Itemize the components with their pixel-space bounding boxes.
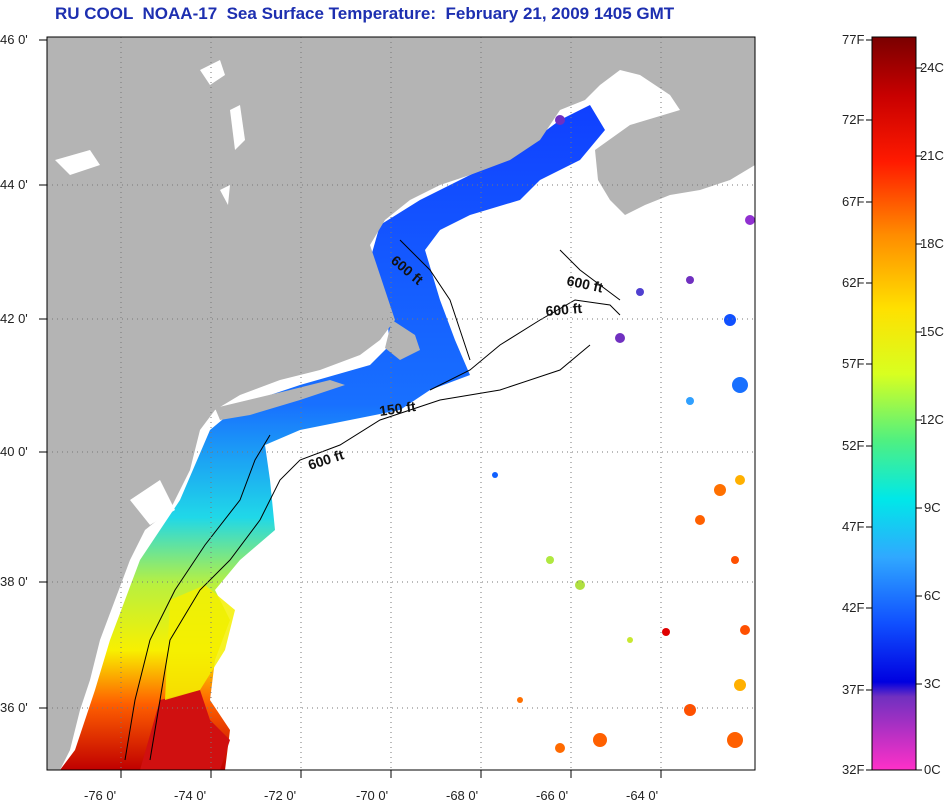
chart-title: RU COOL NOAA-17 Sea Surface Temperature:… [55,4,675,23]
colorbar-c-label: 6C [924,588,941,603]
map-frame [46,36,756,771]
sst-warm-core [140,690,230,770]
colorbar-c-label: 15C [920,324,944,339]
colorbar-f-label: 72F [842,112,864,127]
colorbar-celsius-labels: 24C 21C 18C 15C 12C 9C 6C 3C 0C [920,60,944,777]
sst-yellow-zone [165,585,235,700]
colorbar-f-label: 52F [842,438,864,453]
lon-tick-label: -70 0' [356,788,388,803]
colorbar-c-label: 0C [924,762,941,777]
colorbar-f-label: 77F [842,32,864,47]
lat-tick-label: 38 0' [0,574,28,589]
map-area: 600 ft 600 ft 600 ft 150 ft 600 ft [47,37,755,770]
colorbar-c-label: 21C [920,148,944,163]
lon-tick-label: -68 0' [446,788,478,803]
lon-tick-label: -66 0' [536,788,568,803]
lat-tick-label: 42 0' [0,311,28,326]
colorbar-c-label: 24C [920,60,944,75]
contour-label: 600 ft [545,300,583,319]
colorbar-f-label: 37F [842,682,864,697]
colorbar-fahrenheit-labels: 77F 72F 67F 62F 57F 52F 47F 42F 37F 32F [842,32,864,777]
lat-tick-label: 36 0' [0,700,28,715]
contour-label: 600 ft [565,272,604,295]
lon-tick-label: -76 0' [84,788,116,803]
colorbar-ticks [866,39,922,771]
lat-tick-label: 46 0' [0,32,28,47]
colorbar-c-label: 12C [920,412,944,427]
lon-tick-label: -74 0' [174,788,206,803]
colorbar-c-label: 9C [924,500,941,515]
colorbar-c-label: 18C [920,236,944,251]
colorbar-f-label: 47F [842,519,864,534]
lon-tick-label: -72 0' [264,788,296,803]
colorbar-f-label: 57F [842,356,864,371]
lon-tick-label: -64 0' [626,788,658,803]
longitude-labels: -76 0' -74 0' -72 0' -70 0' -68 0' -66 0… [84,788,658,803]
contour-label: 150 ft [378,398,417,419]
colorbar-ramp [871,36,917,771]
colorbar: 77F 72F 67F 62F 57F 52F 47F 42F 37F 32F … [842,32,944,777]
tick-marks [39,39,662,778]
land [47,37,755,770]
lat-tick-label: 40 0' [0,444,28,459]
colorbar-c-label: 3C [924,676,941,691]
colorbar-f-label: 42F [842,600,864,615]
colorbar-f-label: 67F [842,194,864,209]
colorbar-f-label: 32F [842,762,864,777]
graticule [47,37,755,770]
lakes [55,60,245,525]
latitude-labels: 46 0' 44 0' 42 0' 40 0' 38 0' 36 0' [0,32,28,715]
lat-tick-label: 44 0' [0,177,28,192]
bathymetry-contours [124,239,621,761]
colorbar-f-label: 62F [842,275,864,290]
